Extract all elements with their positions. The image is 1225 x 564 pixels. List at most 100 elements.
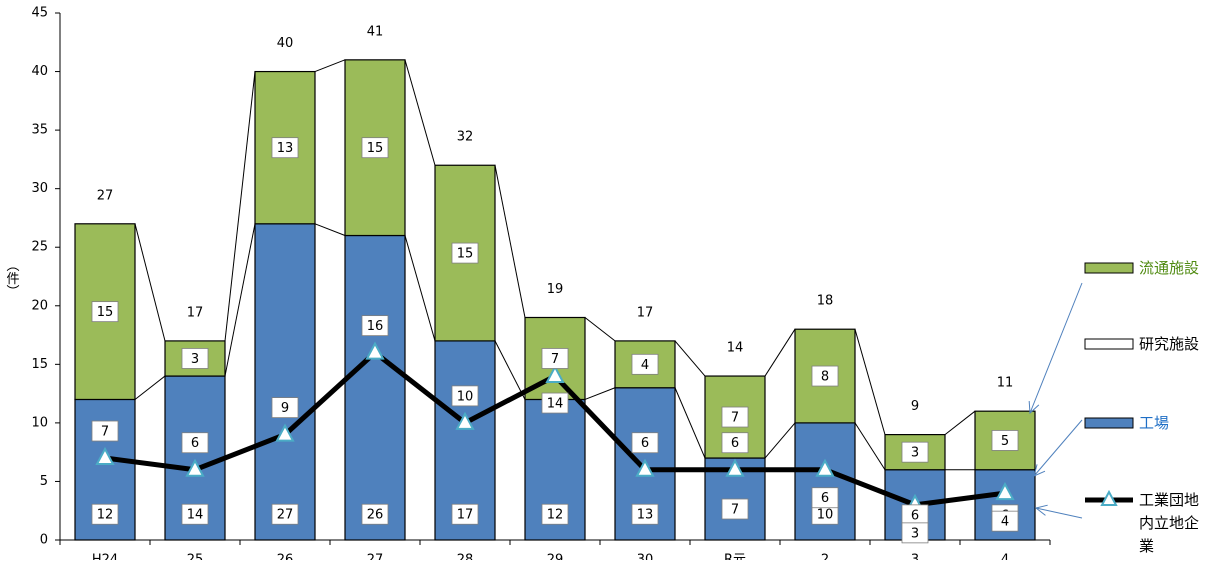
factory-label-9: 6 (901, 504, 929, 526)
factory-label-6-text: 13 (637, 508, 654, 523)
distribution-label-4: 15 (451, 242, 479, 264)
connector-total-7 (764, 328, 796, 377)
connector-factory-2 (314, 223, 346, 236)
distribution-label-9-box (901, 441, 929, 463)
distribution-label-4-box (451, 242, 479, 264)
y-tick-label-35: 35 (31, 123, 48, 138)
connector-factory-5 (584, 387, 616, 400)
connector-factory-7 (764, 422, 796, 459)
legend-arrow-0 (1029, 282, 1083, 414)
line-label-10: 4 (991, 510, 1019, 532)
line-label-0-box (91, 420, 119, 442)
y-tick-label-15: 15 (31, 357, 48, 372)
total-label-0: 27 (97, 188, 114, 203)
distribution-label-1: 3 (181, 348, 209, 369)
connector-total-4 (494, 165, 526, 318)
line-marker-10 (995, 482, 1015, 501)
line-label-8-text: 6 (821, 491, 829, 506)
line-label-2: 9 (271, 397, 299, 419)
connector-factory-6 (674, 387, 706, 459)
line-label-9-text: 3 (911, 526, 919, 541)
connector-total-6 (674, 340, 706, 377)
line-label-7: 6 (721, 432, 749, 454)
line-label-4-text: 10 (457, 389, 474, 404)
y-tick-label-20: 20 (31, 298, 48, 313)
distribution-label-10: 5 (991, 430, 1019, 451)
distribution-label-7-box (721, 406, 749, 428)
total-label-4: 32 (457, 130, 474, 145)
total-label-7: 14 (727, 341, 744, 356)
total-label-1: 17 (187, 305, 204, 320)
factory-label-5-text: 12 (547, 508, 564, 523)
line-series (95, 341, 1015, 512)
legend-label-0: 流通施設 (1139, 259, 1199, 277)
total-label-8: 18 (817, 294, 834, 309)
distribution-label-7: 7 (721, 406, 749, 428)
line-marker-7 (725, 458, 745, 477)
line-marker-5 (545, 364, 565, 384)
line-label-3-text: 16 (367, 319, 384, 334)
factory-label-1-box (181, 503, 209, 525)
distribution-label-6: 4 (631, 353, 659, 375)
legend-line-label-2: 業 (1139, 537, 1154, 555)
line-label-5-text: 14 (547, 397, 564, 412)
distribution-label-0: 15 (91, 301, 119, 323)
total-label-2: 40 (277, 36, 294, 51)
factory-label-6: 13 (631, 503, 659, 525)
factory-label-3-text: 26 (367, 508, 384, 523)
legend-swatch-1 (1084, 338, 1134, 350)
y-tick-label-5: 5 (40, 474, 48, 489)
legend-line-label-0: 工業団地 (1139, 491, 1199, 509)
line-marker-1 (185, 458, 205, 477)
connector-factory-8 (854, 422, 886, 471)
distribution-label-6-text: 4 (641, 358, 649, 373)
distribution-label-2-text: 13 (277, 141, 294, 156)
legend-arrowhead-1 (1033, 464, 1046, 477)
legend-arrowhead-0 (1028, 400, 1040, 415)
line-label-8-box (811, 487, 839, 509)
line-label-1-text: 6 (191, 436, 199, 451)
factory-label-0: 12 (91, 503, 119, 525)
x-tick-label-7: R元 (724, 553, 746, 561)
legend-swatch-0 (1084, 262, 1134, 274)
factory-label-7: 7 (721, 498, 749, 520)
line-marker-2 (275, 423, 295, 442)
distribution-label-9-text: 3 (911, 446, 919, 461)
legend-line-marker (1100, 489, 1118, 506)
distribution-label-3-box (361, 137, 389, 159)
factory-label-6-box (631, 503, 659, 525)
total-label-10: 11 (997, 376, 1014, 391)
factory-label-3: 26 (361, 503, 389, 525)
line-label-1-box (181, 432, 209, 454)
distribution-label-6-box (631, 353, 659, 375)
data-labels: 2715127173146401327941152616321517101971… (91, 24, 1019, 544)
x-tick-label-3: 27 (367, 553, 384, 561)
line-label-9-box (901, 522, 929, 544)
factory-label-0-box (91, 503, 119, 525)
factory-label-2-text: 27 (277, 508, 294, 523)
distribution-label-0-text: 15 (97, 305, 114, 320)
legend-label-1: 研究施設 (1139, 335, 1199, 353)
factory-label-7-box (721, 498, 749, 520)
total-label-9: 9 (911, 399, 919, 414)
y-tick-label-30: 30 (31, 181, 48, 196)
legend-label-2: 工場 (1139, 414, 1169, 432)
line-label-5: 14 (541, 392, 569, 414)
distribution-label-1-box (181, 348, 209, 369)
distribution-label-3: 15 (361, 137, 389, 159)
line-label-3: 16 (361, 315, 389, 337)
factory-label-4: 17 (451, 503, 479, 525)
connector-total-1 (224, 71, 256, 341)
connector-factory-0 (134, 375, 166, 400)
distribution-label-10-text: 5 (1001, 434, 1009, 449)
bars (74, 59, 1036, 541)
distribution-label-5-box (541, 348, 569, 369)
connector-factory-4 (494, 340, 526, 400)
line-label-6-box (631, 432, 659, 454)
legend-swatch-2 (1084, 417, 1134, 429)
factory-label-8: 10 (811, 503, 839, 525)
x-tick-label-10: 4 (1001, 553, 1009, 561)
connector-total-2 (314, 59, 346, 73)
series-connector-lines (134, 59, 976, 471)
